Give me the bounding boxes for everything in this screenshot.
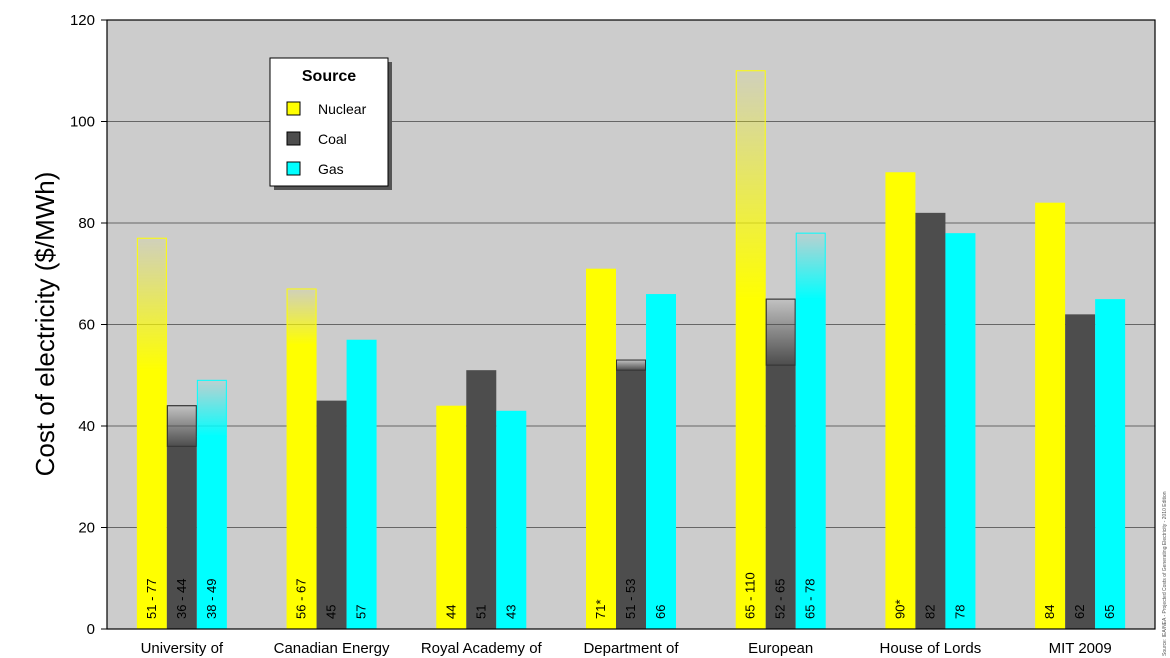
data-label-gas: 65 - 78 <box>803 579 818 619</box>
bar-gas <box>945 233 976 629</box>
value-labels: 51 - 77 36 - 44 38 - 49 56 - 67 45 57 44 51 43 71… <box>144 572 1117 619</box>
bar-coal <box>915 212 946 629</box>
y-tick-label: 120 <box>70 12 95 29</box>
bar-coal <box>616 370 646 629</box>
bar-coal <box>765 365 796 629</box>
category-label: Canadian Energy <box>274 640 390 657</box>
category-label: European <box>748 640 813 657</box>
data-label-coal: 45 <box>324 605 339 619</box>
bar-coal <box>166 446 197 629</box>
bar-gas <box>496 410 527 629</box>
bar-nuclear <box>586 268 616 629</box>
data-label-coal: 52 - 65 <box>773 579 788 619</box>
bar-gas <box>646 294 676 629</box>
bar-nuclear <box>436 405 467 629</box>
data-label-nuclear: 71* <box>593 599 608 619</box>
category-label: MIT 2009 <box>1049 640 1112 657</box>
data-label-gas: 38 - 49 <box>204 579 219 619</box>
bar-range-outline <box>765 298 796 366</box>
bar-range-nuclear <box>136 237 167 371</box>
bar-coal <box>466 370 497 629</box>
data-label-nuclear: 51 - 77 <box>144 579 159 619</box>
category-label: House of Lords <box>880 640 982 657</box>
data-label-coal: 51 - 53 <box>623 579 638 619</box>
y-tick-label: 0 <box>87 621 95 638</box>
y-tick-label: 40 <box>78 418 95 435</box>
data-label-nuclear: 90* <box>892 599 907 619</box>
source-note: Source: IEA/NEA - Projected Costs of Gen… <box>1162 491 1168 656</box>
y-tick-label: 80 <box>78 215 95 232</box>
data-label-coal: 51 <box>473 605 488 619</box>
y-tick-label: 20 <box>78 520 95 537</box>
y-axis-label: Cost of electricity ($/MWh) <box>30 172 60 477</box>
data-label-gas: 57 <box>354 605 369 619</box>
bar-nuclear <box>286 344 317 629</box>
data-label-nuclear: 84 <box>1042 605 1057 619</box>
category-label: University of <box>141 640 224 657</box>
bar-range-coal <box>616 359 646 371</box>
data-label-gas: 43 <box>503 605 518 619</box>
bar-gas <box>1095 299 1126 629</box>
bar-nuclear <box>735 299 766 629</box>
category-label: Royal Academy of <box>421 640 543 657</box>
data-label-nuclear: 44 <box>443 605 458 619</box>
legend-swatch-coal <box>286 131 301 146</box>
bar-nuclear <box>136 370 167 629</box>
bar-nuclear <box>885 172 916 629</box>
category-label: Department of <box>583 640 679 657</box>
bar-range-gas <box>795 232 826 300</box>
axes: 0 20 40 60 80 100 120 University of Canadian Ene… <box>70 12 1112 657</box>
legend-label-gas: Gas <box>318 161 344 177</box>
legend-label-coal: Coal <box>318 131 347 147</box>
legend-swatch-gas <box>286 161 301 176</box>
data-label-coal: 82 <box>922 605 937 619</box>
bars <box>136 70 1126 629</box>
bar-coal <box>316 400 347 629</box>
legend-title: Source <box>302 68 356 85</box>
y-tick-label: 60 <box>78 317 95 334</box>
data-label-gas: 66 <box>653 605 668 619</box>
data-label-nuclear: 56 - 67 <box>294 579 309 619</box>
bar-gas <box>196 436 227 629</box>
bar-coal <box>1065 314 1096 629</box>
bar-range-nuclear <box>286 288 317 346</box>
legend: Source Nuclear Coal Gas <box>269 57 392 190</box>
bar-range-gas <box>196 379 227 437</box>
bar-range-coal <box>765 298 796 366</box>
data-label-gas: 78 <box>952 605 967 619</box>
bar-gas <box>346 339 377 629</box>
bar-range-coal <box>166 405 197 447</box>
legend-swatch-nuclear <box>286 101 301 116</box>
data-label-coal: 62 <box>1072 605 1087 619</box>
data-label-coal: 36 - 44 <box>174 579 189 619</box>
y-tick-label: 100 <box>70 114 95 131</box>
bar-gas <box>795 299 826 629</box>
bar-range-nuclear <box>735 70 766 300</box>
data-label-gas: 65 <box>1102 605 1117 619</box>
data-label-nuclear: 65 - 110 <box>743 572 758 619</box>
bar-nuclear <box>1035 202 1066 629</box>
bar-range-outline <box>616 359 646 371</box>
bar-range-outline <box>166 405 197 447</box>
legend-label-nuclear: Nuclear <box>318 101 367 117</box>
